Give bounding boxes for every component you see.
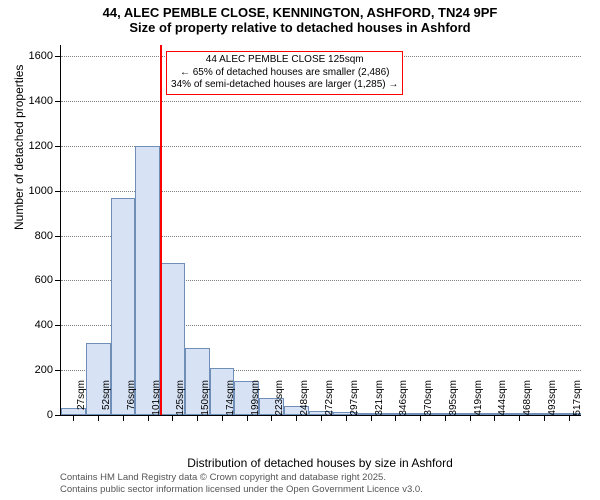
- x-tick-label: 493sqm: [547, 380, 558, 425]
- x-tick-label: 468sqm: [522, 380, 533, 425]
- attribution-block: Contains HM Land Registry data © Crown c…: [60, 472, 423, 496]
- callout-box: 44 ALEC PEMBLE CLOSE 125sqm← 65% of deta…: [166, 51, 403, 95]
- property-marker-line: [160, 45, 162, 415]
- x-tick: [395, 415, 396, 421]
- x-tick-label: 297sqm: [349, 380, 360, 425]
- y-tick: [55, 325, 61, 326]
- plot-area: 0200400600800100012001400160027sqm52sqm7…: [60, 45, 581, 416]
- x-tick: [420, 415, 421, 421]
- grid-line: [61, 101, 581, 102]
- title-line-1: 44, ALEC PEMBLE CLOSE, KENNINGTON, ASHFO…: [0, 5, 600, 20]
- attribution-line-1: Contains HM Land Registry data © Crown c…: [60, 472, 423, 484]
- y-tick: [55, 370, 61, 371]
- x-tick: [123, 415, 124, 421]
- x-tick: [222, 415, 223, 421]
- x-tick-label: 517sqm: [572, 380, 583, 425]
- title-block: 44, ALEC PEMBLE CLOSE, KENNINGTON, ASHFO…: [0, 5, 600, 35]
- x-tick-label: 248sqm: [299, 380, 310, 425]
- x-axis-title: Distribution of detached houses by size …: [60, 456, 580, 470]
- x-tick-label: 321sqm: [374, 380, 385, 425]
- y-tick: [55, 146, 61, 147]
- x-tick-label: 150sqm: [200, 380, 211, 425]
- x-tick-label: 272sqm: [324, 380, 335, 425]
- x-tick-label: 76sqm: [126, 380, 137, 425]
- x-tick-label: 444sqm: [497, 380, 508, 425]
- x-tick: [519, 415, 520, 421]
- x-tick: [98, 415, 99, 421]
- x-tick: [321, 415, 322, 421]
- histogram-bar: [135, 146, 160, 415]
- x-tick-label: 199sqm: [250, 380, 261, 425]
- chart-container: 44, ALEC PEMBLE CLOSE, KENNINGTON, ASHFO…: [0, 0, 600, 500]
- x-tick: [271, 415, 272, 421]
- x-tick: [346, 415, 347, 421]
- y-tick-label: 0: [47, 409, 53, 421]
- x-tick: [73, 415, 74, 421]
- x-tick: [197, 415, 198, 421]
- x-tick-label: 346sqm: [398, 380, 409, 425]
- y-tick-label: 1400: [29, 95, 53, 107]
- y-tick: [55, 101, 61, 102]
- y-tick-label: 1000: [29, 185, 53, 197]
- y-tick-label: 1600: [29, 50, 53, 62]
- x-tick: [494, 415, 495, 421]
- title-line-2: Size of property relative to detached ho…: [0, 20, 600, 35]
- callout-line-2: ← 65% of detached houses are smaller (2,…: [171, 67, 398, 80]
- y-axis-title: Number of detached properties: [12, 65, 26, 230]
- x-tick: [296, 415, 297, 421]
- x-tick: [148, 415, 149, 421]
- y-tick-label: 600: [35, 274, 53, 286]
- x-tick-label: 395sqm: [448, 380, 459, 425]
- x-tick-label: 223sqm: [274, 380, 285, 425]
- x-tick-label: 174sqm: [225, 380, 236, 425]
- attribution-line-2: Contains public sector information licen…: [60, 484, 423, 496]
- y-tick: [55, 236, 61, 237]
- x-tick: [371, 415, 372, 421]
- x-tick-label: 125sqm: [175, 380, 186, 425]
- x-tick: [470, 415, 471, 421]
- x-tick: [569, 415, 570, 421]
- y-tick: [55, 415, 61, 416]
- y-tick-label: 200: [35, 364, 53, 376]
- y-tick: [55, 56, 61, 57]
- y-tick: [55, 191, 61, 192]
- x-tick-label: 52sqm: [101, 380, 112, 425]
- x-tick: [544, 415, 545, 421]
- y-tick: [55, 280, 61, 281]
- x-tick: [172, 415, 173, 421]
- callout-line-3: 34% of semi-detached houses are larger (…: [171, 79, 398, 92]
- y-tick-label: 800: [35, 230, 53, 242]
- x-tick-label: 370sqm: [423, 380, 434, 425]
- x-tick-label: 419sqm: [473, 380, 484, 425]
- x-tick: [247, 415, 248, 421]
- callout-line-1: 44 ALEC PEMBLE CLOSE 125sqm: [171, 54, 398, 67]
- x-tick-label: 27sqm: [76, 380, 87, 425]
- y-tick-label: 400: [35, 319, 53, 331]
- y-tick-label: 1200: [29, 140, 53, 152]
- x-tick: [445, 415, 446, 421]
